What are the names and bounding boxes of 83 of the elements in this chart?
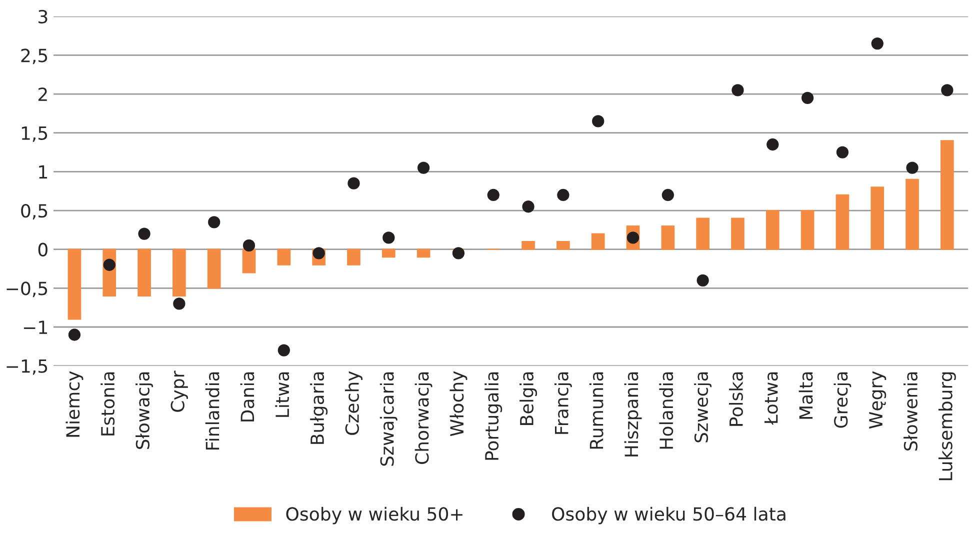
bar: [731, 218, 744, 250]
x-tick-label: Litwa: [275, 372, 290, 417]
x-tick-label: Rumunia: [589, 372, 604, 449]
point: [417, 162, 430, 174]
point: [487, 188, 500, 202]
x-tick-label: Grecja: [834, 372, 852, 428]
bar: [556, 241, 570, 250]
y-tick-label: 0: [38, 242, 48, 256]
x-tick-label: Hiszpania: [624, 372, 642, 456]
bar: [591, 233, 605, 250]
point: [801, 92, 814, 104]
x-tick-label: Szwajcaria: [380, 372, 398, 466]
point: [871, 37, 884, 50]
x-tick-label: Belgia: [520, 372, 538, 425]
point: [906, 162, 918, 174]
y-tick-label: 0,5: [21, 204, 48, 220]
bar: [522, 241, 535, 250]
x-tick-label: Szwecja: [694, 372, 712, 442]
x-tick-label: Malta: [798, 372, 813, 419]
x-tick-label: Słowenia: [904, 372, 918, 451]
x-tick-label: Włochy: [450, 371, 468, 436]
bar: [696, 218, 710, 250]
y-tick-label: 1: [39, 165, 47, 179]
bar: [766, 210, 780, 250]
bar: [906, 178, 919, 250]
point: [103, 258, 116, 271]
x-tick-label: Estonia: [100, 372, 115, 436]
bar: [382, 248, 396, 258]
bar: [940, 140, 954, 250]
x-tick-label: Finlandia: [205, 372, 220, 450]
x-tick-label: Bułgaria: [310, 372, 328, 444]
point: [766, 138, 779, 151]
x-tick-label: Węgry: [869, 371, 886, 429]
point: [941, 84, 954, 96]
point: [522, 200, 534, 213]
bar: [836, 194, 850, 250]
y-tick-label: −1: [24, 320, 47, 334]
bar: [207, 248, 221, 289]
x-tick-label: Luksemburg: [938, 372, 956, 480]
y-tick-label: −1,5: [6, 360, 48, 375]
x-tick-label: Portugalia: [484, 372, 502, 460]
point: [348, 177, 360, 190]
point: [278, 344, 290, 356]
x-tick-label: Holandia: [659, 372, 674, 449]
bar: [347, 248, 360, 266]
x-tick-label: Polska: [728, 372, 743, 426]
bar: [661, 225, 675, 250]
y-tick-label: 2,5: [21, 48, 48, 64]
point: [242, 239, 256, 252]
y-tick-label: 3: [38, 10, 48, 24]
bar: [416, 248, 430, 258]
x-tick-label: Łotwa: [764, 372, 778, 425]
y-tick-label: 1,5: [22, 126, 48, 142]
legend-label: Osoby w wieku 50+: [286, 506, 462, 524]
point: [836, 146, 849, 158]
bar: [800, 210, 814, 250]
x-tick-label: Francja: [554, 372, 572, 434]
x-tick-label: Czechy: [344, 371, 362, 435]
bar: [242, 248, 256, 274]
bar: [277, 248, 291, 266]
point: [557, 188, 570, 202]
x-tick-label: Chorwacja: [414, 372, 432, 464]
legend-label: Osoby w wieku 50–64 lata: [552, 506, 786, 524]
x-tick-label: Dania: [240, 372, 254, 422]
x-tick-label: Niemcy: [66, 371, 84, 437]
bar: [172, 248, 186, 296]
point: [173, 298, 186, 310]
y-tick-label: 2: [38, 87, 47, 101]
bar: [68, 248, 82, 320]
point: [382, 232, 395, 244]
point: [696, 274, 709, 286]
x-tick-label: Cypr: [170, 370, 188, 412]
y-tick-label: −0,5: [6, 282, 48, 298]
point: [208, 216, 220, 228]
point: [592, 115, 604, 128]
point: [68, 328, 81, 341]
bar: [138, 248, 151, 296]
point: [662, 188, 674, 202]
x-tick-label: Słowacja: [136, 372, 154, 449]
point: [732, 84, 744, 96]
point: [138, 228, 150, 240]
bar: [870, 186, 884, 250]
point: [452, 247, 465, 260]
